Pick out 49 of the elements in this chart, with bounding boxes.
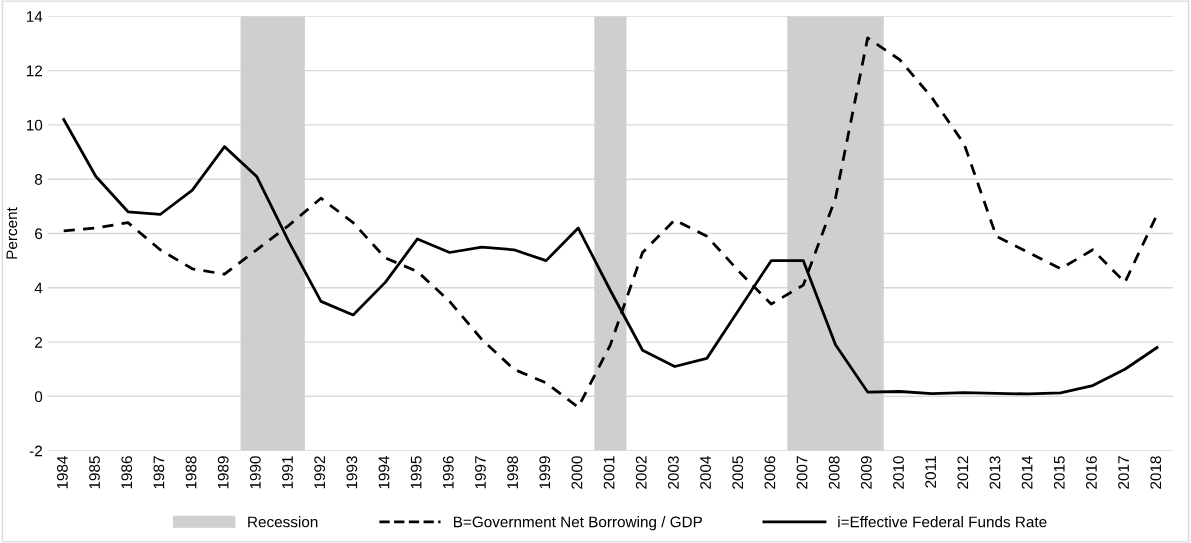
x-tick-label: 2000 xyxy=(571,456,583,489)
x-tick-label: 2017 xyxy=(1118,456,1129,489)
x-tick-label: 1989 xyxy=(217,456,229,489)
x-tick-label: 2008 xyxy=(828,456,840,489)
x-tick-label: 2018 xyxy=(1150,456,1162,489)
x-tick-label: 1990 xyxy=(249,456,261,489)
x-tick-label: 1995 xyxy=(410,456,422,489)
x-tick-label: 1999 xyxy=(539,456,551,489)
legend-label: i=Effective Federal Funds Rate xyxy=(838,516,1047,528)
x-tick-label: 1987 xyxy=(153,456,165,489)
x-tick-label: 2001 xyxy=(603,456,615,489)
x-tick-label: 2009 xyxy=(860,456,872,489)
x-tick-label: 1984 xyxy=(57,455,68,489)
x-tick-label: 1991 xyxy=(282,456,293,489)
x-tick-label: 2013 xyxy=(989,456,1001,489)
x-tick-label: 2015 xyxy=(1053,456,1065,489)
y-tick-label: 8 xyxy=(34,174,43,185)
y-tick-label: 4 xyxy=(34,282,43,294)
x-tick-label: 2006 xyxy=(764,456,776,489)
x-tick-label: 1996 xyxy=(442,456,454,489)
line-series xyxy=(62,36,1159,409)
legend-label: Recession xyxy=(248,516,318,528)
x-tick-label: 1985 xyxy=(89,456,100,489)
y-tick-label: 12 xyxy=(26,65,43,77)
x-tick-label: 2003 xyxy=(667,456,679,489)
x-tick-label: 2002 xyxy=(635,456,647,489)
x-tick-label: 1988 xyxy=(185,456,197,489)
x-tick-label: 2004 xyxy=(700,455,711,489)
x-tick-label: 1992 xyxy=(314,456,326,489)
y-tick-label: 14 xyxy=(26,11,43,22)
x-tick-label: 2012 xyxy=(957,456,969,489)
x-tick-label: 1998 xyxy=(507,456,519,489)
x-tick-label: 2005 xyxy=(732,456,744,489)
y-tick-label: 6 xyxy=(35,228,43,240)
y-tick-label: 2 xyxy=(35,336,43,348)
x-tick-label: 2007 xyxy=(796,456,808,489)
y-tick-label: 0 xyxy=(34,391,43,403)
x-tick-label: 1986 xyxy=(121,456,133,489)
x-tick-label: 1993 xyxy=(346,456,358,489)
x-tick-label: 1994 xyxy=(378,455,390,489)
x-tick-label: 2011 xyxy=(925,456,937,488)
x-tick-label: 2014 xyxy=(1021,455,1033,489)
y-tick-label: -2 xyxy=(29,445,43,457)
y-axis-title: Percent xyxy=(6,207,18,259)
x-tick-label: 1997 xyxy=(475,456,486,489)
x-tick-label: 2010 xyxy=(893,456,904,489)
x-tick-label: 2016 xyxy=(1086,456,1097,489)
legend-label: B=Government Net Borrowing / GDP xyxy=(454,516,702,531)
y-tick-label: 10 xyxy=(26,119,43,131)
